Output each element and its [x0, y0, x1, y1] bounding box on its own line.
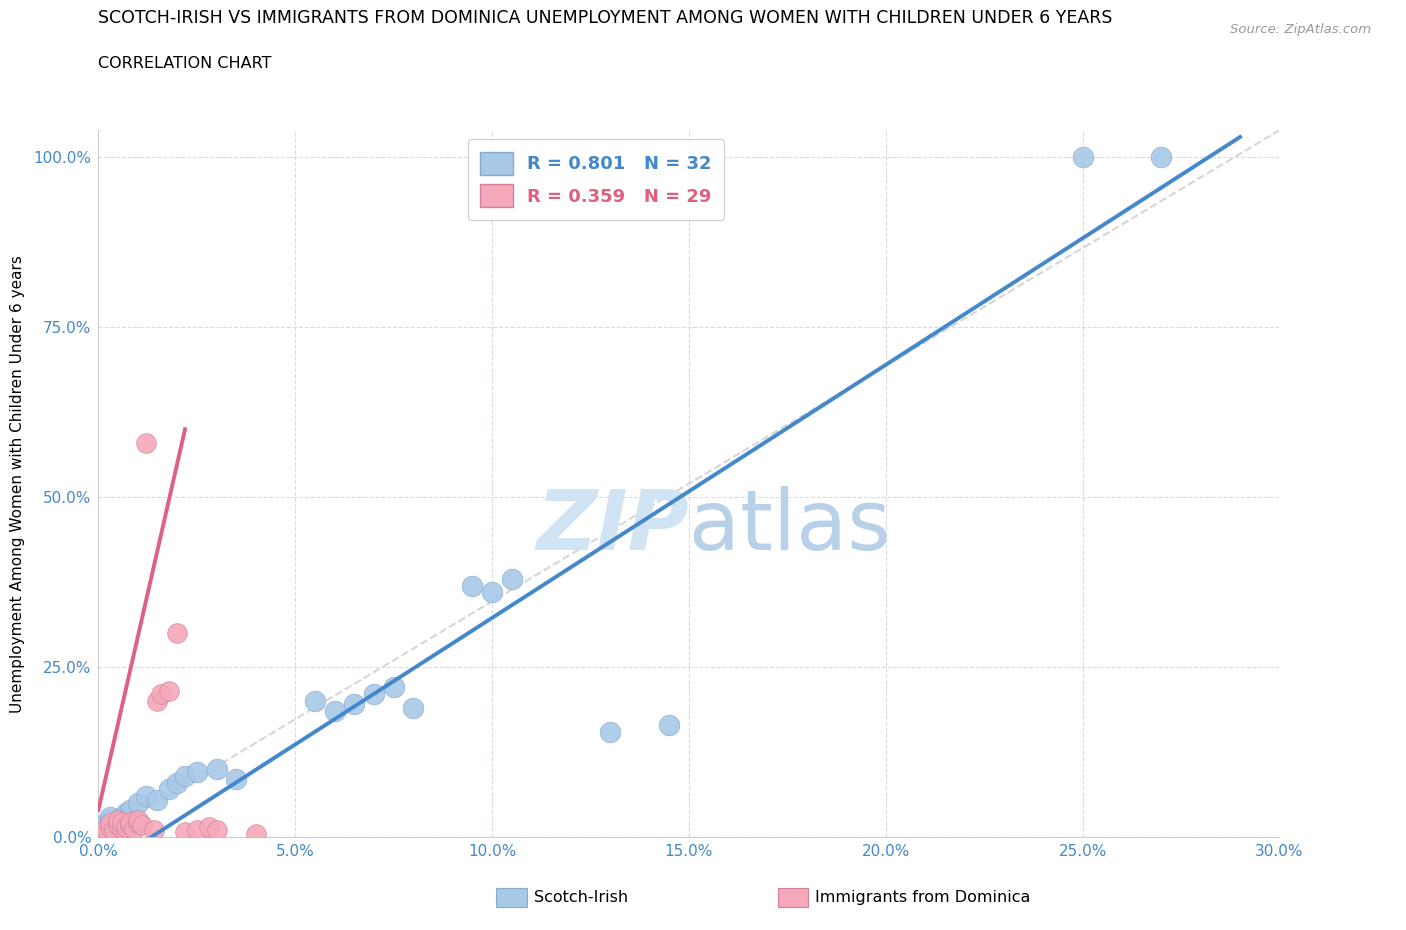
Text: Source: ZipAtlas.com: Source: ZipAtlas.com [1230, 23, 1371, 36]
Point [1071, 150, 1094, 165]
Point [107, 815, 129, 830]
Point [111, 809, 134, 824]
Text: Scotch-Irish: Scotch-Irish [534, 890, 628, 905]
Point [118, 817, 141, 832]
Point [174, 824, 197, 839]
Point [146, 694, 169, 709]
Point [402, 700, 425, 715]
Point [157, 684, 180, 698]
Point [197, 819, 219, 834]
Point [96, 824, 118, 839]
Point [135, 789, 157, 804]
Point [118, 815, 141, 830]
Point [304, 694, 326, 709]
Point [127, 813, 149, 828]
Point [166, 626, 188, 641]
Point [1150, 150, 1173, 165]
Y-axis label: Unemployment Among Women with Children Under 6 years: Unemployment Among Women with Children U… [10, 255, 25, 712]
Point [98, 819, 121, 834]
Legend: R = 0.801   N = 32, R = 0.359   N = 29: R = 0.801 N = 32, R = 0.359 N = 29 [468, 140, 724, 219]
Text: Immigrants from Dominica: Immigrants from Dominica [815, 890, 1031, 905]
Point [166, 776, 188, 790]
Point [205, 762, 228, 777]
Point [225, 772, 247, 787]
Point [107, 813, 129, 828]
Point [501, 571, 523, 586]
Point [658, 717, 681, 732]
Text: SCOTCH-IRISH VS IMMIGRANTS FROM DOMINICA UNEMPLOYMENT AMONG WOMEN WITH CHILDREN : SCOTCH-IRISH VS IMMIGRANTS FROM DOMINICA… [98, 9, 1112, 27]
Point [107, 817, 129, 832]
Point [115, 805, 138, 820]
Point [461, 578, 484, 593]
Point [481, 585, 503, 600]
Point [103, 823, 125, 838]
Point [135, 435, 157, 450]
Point [118, 803, 141, 817]
Point [115, 824, 138, 839]
Point [150, 687, 173, 702]
Point [174, 768, 197, 783]
Point [122, 821, 145, 836]
Point [96, 821, 118, 836]
Point [323, 704, 346, 719]
Point [111, 815, 134, 830]
Text: ZIP: ZIP [536, 485, 689, 566]
Text: CORRELATION CHART: CORRELATION CHART [98, 56, 271, 71]
Point [142, 823, 165, 838]
Point [98, 816, 121, 830]
Point [245, 826, 267, 841]
Point [127, 795, 149, 810]
Point [186, 823, 208, 838]
Point [131, 817, 153, 832]
Point [127, 816, 149, 830]
Point [103, 819, 125, 834]
Point [115, 819, 138, 834]
Point [111, 821, 134, 836]
Point [186, 765, 208, 780]
Point [382, 680, 405, 695]
Point [363, 687, 385, 702]
Point [98, 813, 121, 828]
Text: atlas: atlas [689, 485, 890, 566]
Point [107, 817, 129, 832]
Point [98, 809, 121, 824]
Point [599, 724, 621, 739]
Point [157, 782, 180, 797]
Point [91, 823, 114, 838]
Point [343, 698, 366, 712]
Point [205, 823, 228, 838]
Point [91, 826, 114, 841]
Point [96, 816, 118, 830]
Point [146, 792, 169, 807]
